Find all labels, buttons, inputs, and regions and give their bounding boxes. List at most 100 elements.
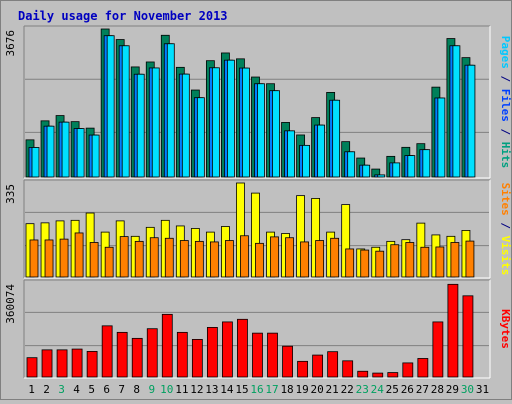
bar-kbytes-9 — [146, 328, 158, 378]
bar-pages-30 — [467, 64, 476, 178]
x-tick-label-21: 21 — [326, 383, 339, 396]
bar-pages-7 — [121, 45, 130, 178]
bar-kbytes-21 — [327, 351, 339, 378]
bar-pages-23 — [362, 164, 371, 178]
panel-0-legend-part-1: / — [499, 69, 512, 89]
bar-kbytes-10 — [161, 313, 173, 378]
x-tick-label-8: 8 — [133, 383, 140, 396]
bar-kbytes-23 — [357, 370, 369, 378]
bar-sites-12 — [194, 240, 204, 278]
bar-pages-11 — [181, 73, 190, 178]
x-tick-label-30: 30 — [461, 383, 474, 396]
bar-kbytes-4 — [71, 348, 83, 378]
bar-pages-1 — [31, 147, 40, 178]
x-tick-label-13: 13 — [205, 383, 218, 396]
bar-pages-22 — [347, 151, 356, 178]
bar-pages-17 — [272, 90, 280, 178]
bar-sites-10 — [164, 237, 174, 278]
bar-pages-12 — [196, 97, 205, 178]
bar-pages-2 — [46, 125, 55, 178]
bar-pages-20 — [317, 124, 326, 178]
bar-sites-24 — [375, 250, 385, 278]
panel-1-legend: Sites / Visits — [499, 183, 512, 276]
x-tick-label-1: 1 — [28, 383, 35, 396]
bar-sites-27 — [420, 246, 430, 278]
x-tick-label-7: 7 — [118, 383, 125, 396]
x-tick-label-28: 28 — [431, 383, 444, 396]
bar-sites-14 — [225, 240, 234, 278]
x-tick-label-6: 6 — [103, 383, 110, 396]
bar-kbytes-19 — [297, 360, 308, 378]
chart-title: Daily usage for November 2013 — [18, 9, 228, 23]
panel-0-legend-part-3: / — [499, 122, 512, 142]
bar-pages-16 — [257, 83, 265, 178]
x-tick-label-24: 24 — [371, 383, 385, 396]
x-tick-label-27: 27 — [416, 383, 429, 396]
bar-kbytes-5 — [86, 351, 98, 378]
bar-pages-28 — [437, 97, 446, 178]
bar-sites-22 — [345, 248, 355, 278]
bar-pages-13 — [211, 67, 220, 178]
x-tick-label-11: 11 — [175, 383, 188, 396]
panel-2-legend: KBytes — [499, 309, 512, 349]
bar-kbytes-14 — [222, 321, 233, 378]
bar-sites-1 — [29, 239, 39, 278]
bar-pages-9 — [151, 67, 160, 178]
x-tick-label-18: 18 — [280, 383, 293, 396]
bar-kbytes-18 — [282, 345, 293, 378]
x-tick-label-12: 12 — [190, 383, 203, 396]
bar-kbytes-17 — [267, 332, 278, 378]
bar-kbytes-22 — [342, 360, 354, 378]
bar-sites-18 — [285, 237, 294, 278]
bar-pages-15 — [242, 67, 250, 178]
x-tick-label-26: 26 — [401, 383, 414, 396]
bar-sites-8 — [134, 240, 144, 278]
bar-sites-2 — [44, 239, 54, 278]
panel-1-legend-part-0: Sites — [499, 183, 512, 216]
panel-1-legend-part-2: Visits — [499, 236, 512, 276]
x-tick-label-10: 10 — [160, 383, 173, 396]
bar-pages-5 — [91, 134, 100, 178]
bar-kbytes-8 — [131, 337, 143, 378]
bar-sites-3 — [59, 238, 69, 278]
bar-sites-4 — [74, 232, 84, 278]
x-tick-label-9: 9 — [148, 383, 155, 396]
x-tick-label-23: 23 — [356, 383, 369, 396]
bar-sites-30 — [465, 240, 475, 278]
bar-kbytes-16 — [252, 332, 263, 378]
bar-kbytes-15 — [237, 318, 248, 378]
bar-pages-21 — [332, 99, 341, 178]
bar-kbytes-3 — [56, 349, 68, 378]
x-tick-label-17: 17 — [265, 383, 278, 396]
bar-kbytes-24 — [372, 372, 384, 378]
panel-0-legend: Pages / Files / Hits — [499, 36, 512, 169]
x-tick-label-15: 15 — [235, 383, 248, 396]
bar-sites-29 — [450, 242, 460, 278]
panel-2-ymax-label: 360074 — [4, 284, 17, 324]
bar-sites-7 — [119, 236, 129, 278]
panel-1-ymax-label: 335 — [4, 184, 17, 204]
bar-pages-26 — [407, 155, 416, 178]
bar-sites-9 — [149, 237, 159, 278]
x-tick-label-20: 20 — [311, 383, 324, 396]
bar-pages-18 — [287, 130, 295, 178]
x-tick-label-29: 29 — [446, 383, 459, 396]
bar-pages-27 — [422, 149, 431, 178]
bar-sites-23 — [360, 249, 370, 278]
bar-pages-3 — [61, 121, 70, 178]
bar-pages-8 — [136, 73, 145, 178]
bar-kbytes-11 — [176, 331, 188, 378]
bar-kbytes-13 — [206, 326, 218, 378]
panel-0-legend-part-2: Files — [499, 89, 512, 122]
bar-sites-11 — [179, 240, 189, 278]
bar-kbytes-20 — [312, 354, 324, 378]
bar-pages-10 — [166, 43, 175, 178]
x-tick-label-4: 4 — [73, 383, 80, 396]
bar-kbytes-29 — [447, 283, 459, 378]
x-tick-label-25: 25 — [386, 383, 399, 396]
bar-sites-16 — [255, 242, 264, 278]
x-tick-label-5: 5 — [88, 383, 95, 396]
bar-kbytes-26 — [402, 362, 414, 378]
bar-sites-15 — [240, 235, 249, 278]
